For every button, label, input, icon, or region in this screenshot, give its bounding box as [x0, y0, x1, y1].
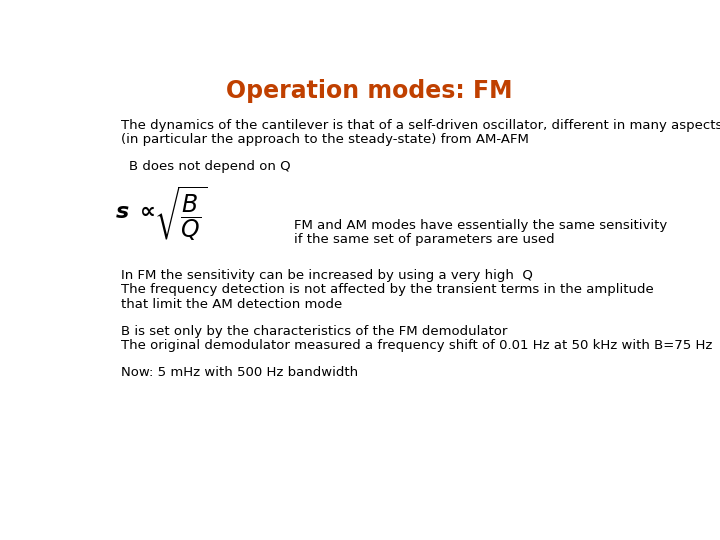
Text: The frequency detection is not affected by the transient terms in the amplitude: The frequency detection is not affected …: [121, 283, 654, 296]
Text: The original demodulator measured a frequency shift of 0.01 Hz at 50 kHz with B=: The original demodulator measured a freq…: [121, 339, 712, 352]
Text: B does not depend on Q: B does not depend on Q: [129, 160, 291, 173]
Text: if the same set of parameters are used: if the same set of parameters are used: [294, 233, 554, 246]
Text: Operation modes: FM: Operation modes: FM: [226, 79, 512, 103]
Text: $\sqrt{\dfrac{B}{Q}}$: $\sqrt{\dfrac{B}{Q}}$: [154, 185, 207, 244]
Text: B is set only by the characteristics of the FM demodulator: B is set only by the characteristics of …: [121, 325, 507, 338]
Text: In FM the sensitivity can be increased by using a very high  Q: In FM the sensitivity can be increased b…: [121, 268, 533, 281]
Text: The dynamics of the cantilever is that of a self-driven oscillator, different in: The dynamics of the cantilever is that o…: [121, 119, 720, 132]
Text: that limit the AM detection mode: that limit the AM detection mode: [121, 298, 342, 310]
Text: FM and AM modes have essentially the same sensitivity: FM and AM modes have essentially the sam…: [294, 219, 667, 232]
Text: (in particular the approach to the steady-state) from AM-AFM: (in particular the approach to the stead…: [121, 133, 528, 146]
Text: Now: 5 mHz with 500 Hz bandwidth: Now: 5 mHz with 500 Hz bandwidth: [121, 366, 358, 379]
Text: $\bfit{s}\ \propto$: $\bfit{s}\ \propto$: [115, 202, 156, 222]
